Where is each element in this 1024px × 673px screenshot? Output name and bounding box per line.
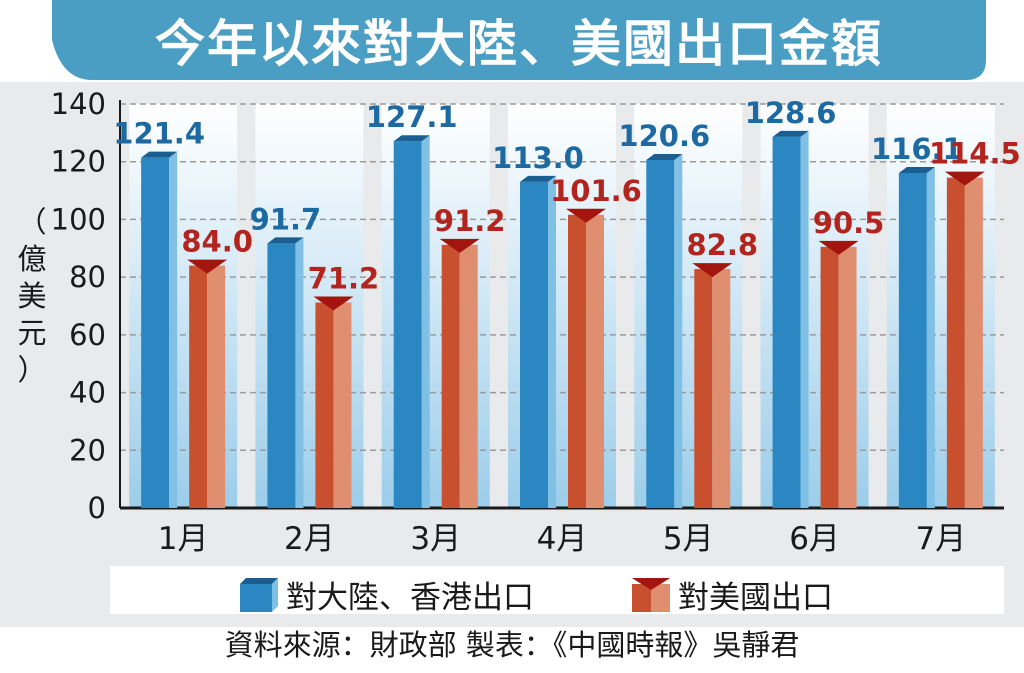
bar-china xyxy=(772,136,801,508)
legend-swatch-usa xyxy=(632,577,670,612)
data-label-china: 120.6 xyxy=(618,119,710,153)
bar-china-side xyxy=(169,151,178,508)
data-label-usa: 71.2 xyxy=(308,262,380,296)
x-tick-label: 4月 xyxy=(537,521,588,557)
bar-usa xyxy=(441,244,460,508)
y-tick-label: 20 xyxy=(69,433,106,467)
bar-usa xyxy=(946,177,965,509)
x-axis-labels: 1月 2月 3月 4月 5月 6月 7月 xyxy=(158,521,966,557)
bar-usa-side xyxy=(712,269,731,508)
data-label-usa: 82.8 xyxy=(687,228,759,262)
bar-usa-side xyxy=(586,214,604,508)
y-axis-title: （億美元） xyxy=(17,205,46,387)
data-label-usa: 84.0 xyxy=(181,225,253,259)
bar-usa-side xyxy=(333,302,352,508)
legend-label-usa: 對美國出口 xyxy=(678,580,833,616)
bar-usa-cap xyxy=(187,259,228,274)
bar-china-cap xyxy=(772,130,809,137)
bar-usa-cap xyxy=(566,208,606,223)
bar-china-cap xyxy=(646,153,683,160)
source-credit: 資料來源：財政部 製表：《中國時報》吳靜君 xyxy=(224,628,800,662)
x-tick-label: 5月 xyxy=(663,521,714,557)
y-tick-label: 140 xyxy=(51,87,106,121)
bar-china-cap xyxy=(141,151,178,158)
data-label-china: 127.1 xyxy=(366,100,458,134)
data-label-usa: 101.6 xyxy=(550,174,642,208)
y-axis-title-char: ） xyxy=(17,353,46,387)
bar-usa-side xyxy=(207,265,226,508)
bar-china-side xyxy=(674,153,683,509)
bar-china xyxy=(646,159,675,509)
bar-usa-cap xyxy=(818,240,859,255)
y-tick-label: 100 xyxy=(51,202,106,236)
x-tick-label: 3月 xyxy=(410,521,461,557)
legend-item-china: 對大陸、香港出口 xyxy=(240,572,534,617)
bar-china-cap xyxy=(393,135,430,142)
chart-title: 今年以來對大陸、美國出口金額 xyxy=(155,15,883,73)
x-tick-label: 7月 xyxy=(915,521,966,557)
y-axis-title-char: （ xyxy=(17,205,46,239)
y-tick-label: 80 xyxy=(69,260,106,294)
legend-label-china: 對大陸、香港出口 xyxy=(286,580,534,616)
bar-china-cap xyxy=(898,166,935,173)
data-label-usa: 90.5 xyxy=(813,206,885,240)
bar-china xyxy=(520,181,548,508)
bar-usa-side xyxy=(964,177,983,509)
y-tick-label: 0 xyxy=(88,491,106,525)
y-axis-title-char: 億 xyxy=(17,242,46,276)
bar-usa xyxy=(315,302,334,508)
bar-usa-cap xyxy=(439,238,480,253)
legend-swatch-china xyxy=(240,577,278,612)
bar-usa-cap xyxy=(313,296,354,311)
y-axis-title-char: 元 xyxy=(17,316,46,350)
data-label-china: 91.7 xyxy=(250,202,322,236)
legend: 對大陸、香港出口 對美國出口 xyxy=(110,566,1004,617)
data-label-china: 121.4 xyxy=(113,117,205,151)
bar-usa-side xyxy=(459,244,478,508)
legend-item-usa: 對美國出口 xyxy=(632,572,833,617)
bar-usa-cap xyxy=(692,263,733,278)
data-label-china: 128.6 xyxy=(745,96,837,130)
y-tick-label: 60 xyxy=(69,318,106,352)
bar-china xyxy=(393,141,422,508)
bar-usa xyxy=(820,246,839,509)
y-tick-label: 40 xyxy=(69,376,106,410)
bar-usa xyxy=(568,214,586,508)
bar-china-cap xyxy=(267,237,304,244)
data-label-usa: 91.2 xyxy=(434,204,506,238)
y-axis-title-char: 美 xyxy=(17,279,46,313)
bar-china xyxy=(141,157,170,508)
gridlines xyxy=(120,103,1004,452)
bar-usa-cap xyxy=(944,171,985,186)
bar-china xyxy=(267,243,296,508)
data-label-usa: 114.5 xyxy=(929,137,1021,171)
bar-usa xyxy=(189,265,208,508)
bar-china-side xyxy=(800,130,809,508)
x-tick-label: 1月 xyxy=(158,521,209,557)
bar-china-side xyxy=(548,175,556,508)
bar-usa-side xyxy=(838,246,857,509)
title-banner-shape xyxy=(52,0,986,80)
data-label-china: 113.0 xyxy=(492,141,584,175)
title-banner: 今年以來對大陸、美國出口金額 xyxy=(52,0,986,88)
bar-china-side xyxy=(421,135,430,508)
bar-china xyxy=(898,172,927,508)
bar-china-side xyxy=(295,237,304,508)
bars xyxy=(141,130,985,509)
y-tick-label: 120 xyxy=(51,145,106,179)
y-axis: 0 20 40 60 80 100 120 140 xyxy=(51,87,1004,525)
x-tick-label: 2月 xyxy=(284,521,335,557)
bar-china-cap xyxy=(520,175,556,182)
bar-usa xyxy=(694,269,713,508)
bar-china-side xyxy=(926,166,935,508)
data-label-china: 116.1 xyxy=(871,132,963,166)
x-tick-label: 6月 xyxy=(789,521,840,557)
